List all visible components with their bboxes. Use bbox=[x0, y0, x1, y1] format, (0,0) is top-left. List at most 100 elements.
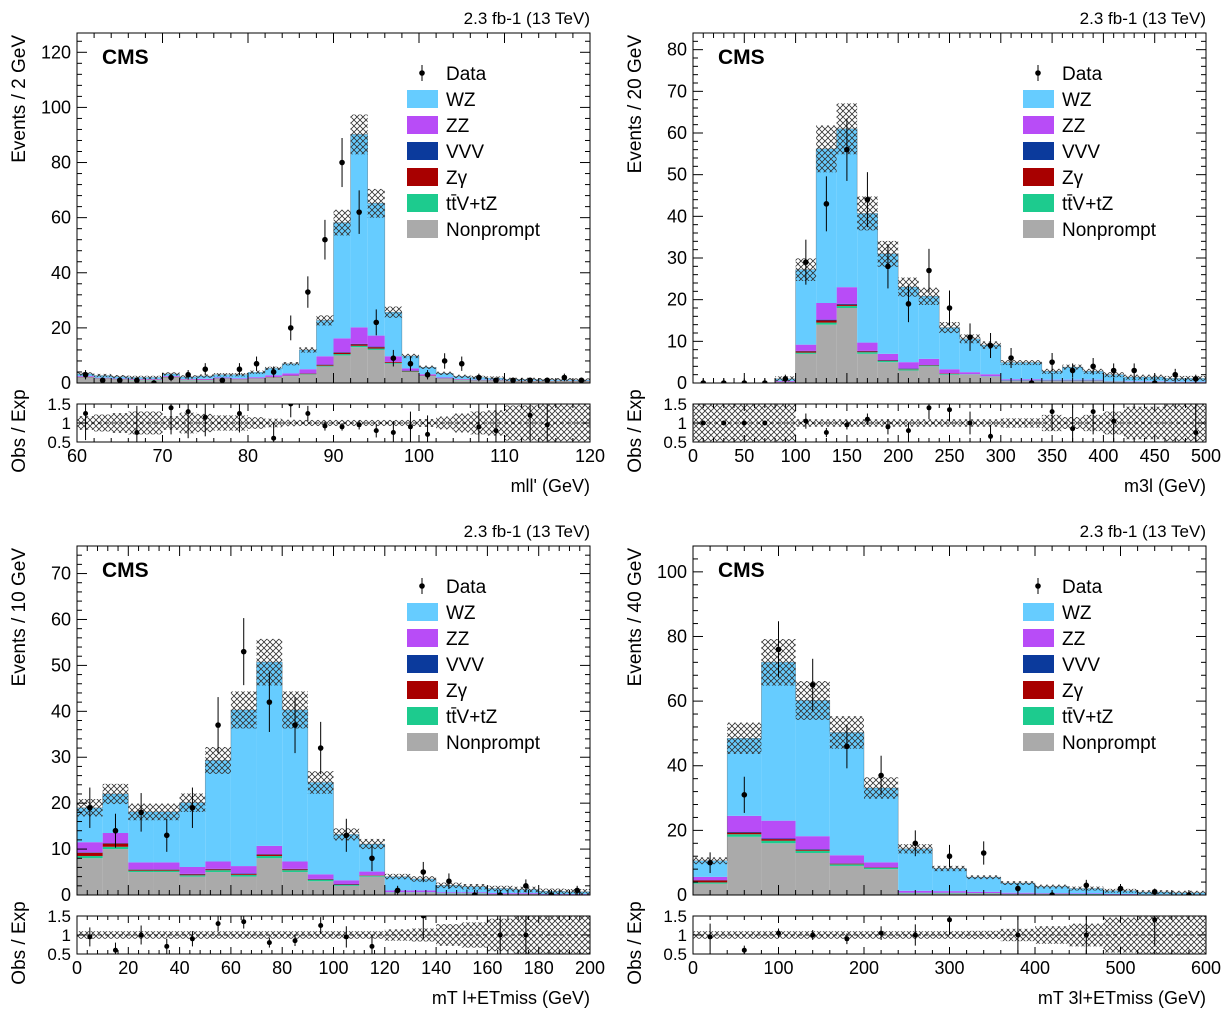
bar-nonprompt bbox=[555, 381, 573, 383]
x-axis-label: m3l (GeV) bbox=[1124, 476, 1206, 496]
data-point bbox=[343, 832, 350, 839]
bar-zz bbox=[693, 876, 728, 881]
bar-vvv bbox=[816, 319, 837, 321]
ratio-point bbox=[527, 412, 533, 418]
bar-nonprompt bbox=[359, 876, 385, 895]
ratio-y-axis-label: Obs / Exp bbox=[9, 389, 30, 472]
bar-zz bbox=[179, 866, 206, 874]
experiment-label: CMS bbox=[718, 559, 765, 582]
bar-nonprompt bbox=[102, 849, 129, 895]
ratio-point bbox=[266, 940, 272, 946]
data-point bbox=[885, 263, 891, 270]
bar-zz bbox=[436, 377, 454, 379]
x-tick-label: 100 bbox=[763, 958, 793, 978]
x-axis-label: mll' (GeV) bbox=[511, 476, 590, 496]
ratio-point bbox=[425, 431, 431, 437]
ratio-point bbox=[164, 943, 170, 949]
legend-label: Nonprompt bbox=[1062, 733, 1157, 754]
bar-wz bbox=[205, 760, 231, 862]
legend-label: WZ bbox=[1062, 603, 1092, 624]
legend-swatch bbox=[1023, 629, 1054, 647]
data-point bbox=[905, 301, 912, 307]
bar-z bbox=[795, 849, 830, 851]
data-point bbox=[471, 892, 478, 895]
y-tick-label: 60 bbox=[51, 609, 71, 629]
bar-vvv bbox=[367, 346, 385, 348]
legend-swatch bbox=[1023, 90, 1054, 108]
data-point bbox=[987, 342, 994, 349]
bar-zz bbox=[128, 862, 154, 870]
uncertainty-band bbox=[1021, 360, 1042, 366]
data-point bbox=[236, 366, 243, 373]
data-point bbox=[926, 267, 932, 274]
legend-label: tt̄V+tZ bbox=[446, 707, 498, 728]
bar-nonprompt bbox=[196, 380, 214, 383]
ratio-y-tick-label: 0.5 bbox=[663, 433, 687, 452]
data-point bbox=[844, 146, 850, 153]
ratio-point bbox=[912, 932, 918, 938]
data-point bbox=[322, 236, 328, 243]
x-axis-label: mT 3l+ETmiss (GeV) bbox=[1038, 988, 1206, 1008]
uncertainty-band bbox=[939, 322, 960, 334]
data-point bbox=[356, 209, 362, 215]
bar-z bbox=[401, 370, 419, 372]
y-tick-label: 50 bbox=[667, 165, 687, 185]
uncertainty-band bbox=[367, 188, 385, 218]
y-tick-label: 30 bbox=[667, 248, 687, 268]
bar-zz bbox=[513, 893, 539, 895]
ratio-point bbox=[369, 943, 375, 949]
chart-panel-top-right: 0 50 100 150 200 250 300 350 400 450 500 0 10 20 30 40 5… bbox=[625, 9, 1221, 496]
y-tick-label: 70 bbox=[51, 564, 71, 584]
legend-swatch bbox=[407, 90, 438, 108]
uncertainty-band bbox=[282, 362, 300, 366]
ratio-point bbox=[885, 424, 891, 430]
bar-zz bbox=[230, 866, 257, 874]
x-tick-label: 400 bbox=[1020, 958, 1050, 978]
legend-label: Data bbox=[446, 64, 487, 85]
ratio-plot-area bbox=[693, 916, 1206, 954]
x-tick-label: 500 bbox=[1191, 446, 1221, 466]
legend-label: WZ bbox=[446, 603, 476, 624]
ratio-uncertainty-band bbox=[1164, 404, 1186, 442]
ratio-uncertainty-band bbox=[384, 929, 411, 941]
bar-wz bbox=[367, 203, 385, 336]
bar-zz bbox=[727, 815, 762, 832]
x-tick-label: 300 bbox=[934, 958, 964, 978]
uncertainty-band bbox=[966, 875, 1001, 880]
data-point bbox=[292, 722, 298, 728]
ratio-y-tick-label: 1 bbox=[62, 926, 71, 945]
data-point bbox=[527, 377, 533, 383]
bar-wz bbox=[959, 338, 981, 373]
bar-wz bbox=[307, 782, 334, 875]
bar-nonprompt bbox=[795, 353, 817, 383]
data-point bbox=[215, 722, 221, 728]
uncertainty-band bbox=[94, 373, 112, 378]
bar-z bbox=[829, 863, 864, 865]
x-tick-label: 400 bbox=[1088, 446, 1118, 466]
bar-z bbox=[693, 880, 728, 883]
data-point bbox=[741, 792, 748, 798]
uncertainty-band bbox=[1000, 881, 1035, 885]
bar-wz bbox=[836, 128, 858, 288]
legend-swatch bbox=[407, 733, 438, 751]
data-point bbox=[240, 648, 247, 655]
data-point bbox=[1008, 355, 1014, 361]
ratio-point bbox=[1111, 418, 1117, 424]
bar-ttvtz bbox=[829, 864, 864, 866]
data-point bbox=[544, 377, 551, 383]
bar-zz bbox=[836, 287, 858, 304]
ratio-point bbox=[988, 433, 994, 439]
bar-z bbox=[367, 347, 385, 349]
bar-wz bbox=[282, 363, 300, 374]
legend-label: ZZ bbox=[446, 629, 470, 650]
ratio-uncertainty-band bbox=[299, 419, 317, 427]
uncertainty-band bbox=[727, 722, 762, 754]
bar-wz bbox=[932, 868, 967, 892]
data-point bbox=[561, 374, 568, 381]
bar-nonprompt bbox=[307, 881, 334, 895]
legend-swatch bbox=[407, 707, 438, 725]
ratio-point bbox=[138, 932, 144, 938]
bar-wz bbox=[877, 253, 899, 354]
bar-z bbox=[727, 832, 762, 835]
bar-ttvtz bbox=[282, 870, 308, 873]
